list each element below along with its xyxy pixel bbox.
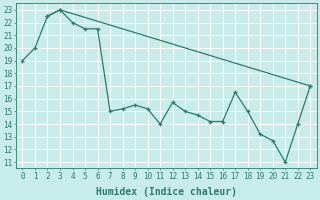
X-axis label: Humidex (Indice chaleur): Humidex (Indice chaleur) xyxy=(96,186,237,197)
